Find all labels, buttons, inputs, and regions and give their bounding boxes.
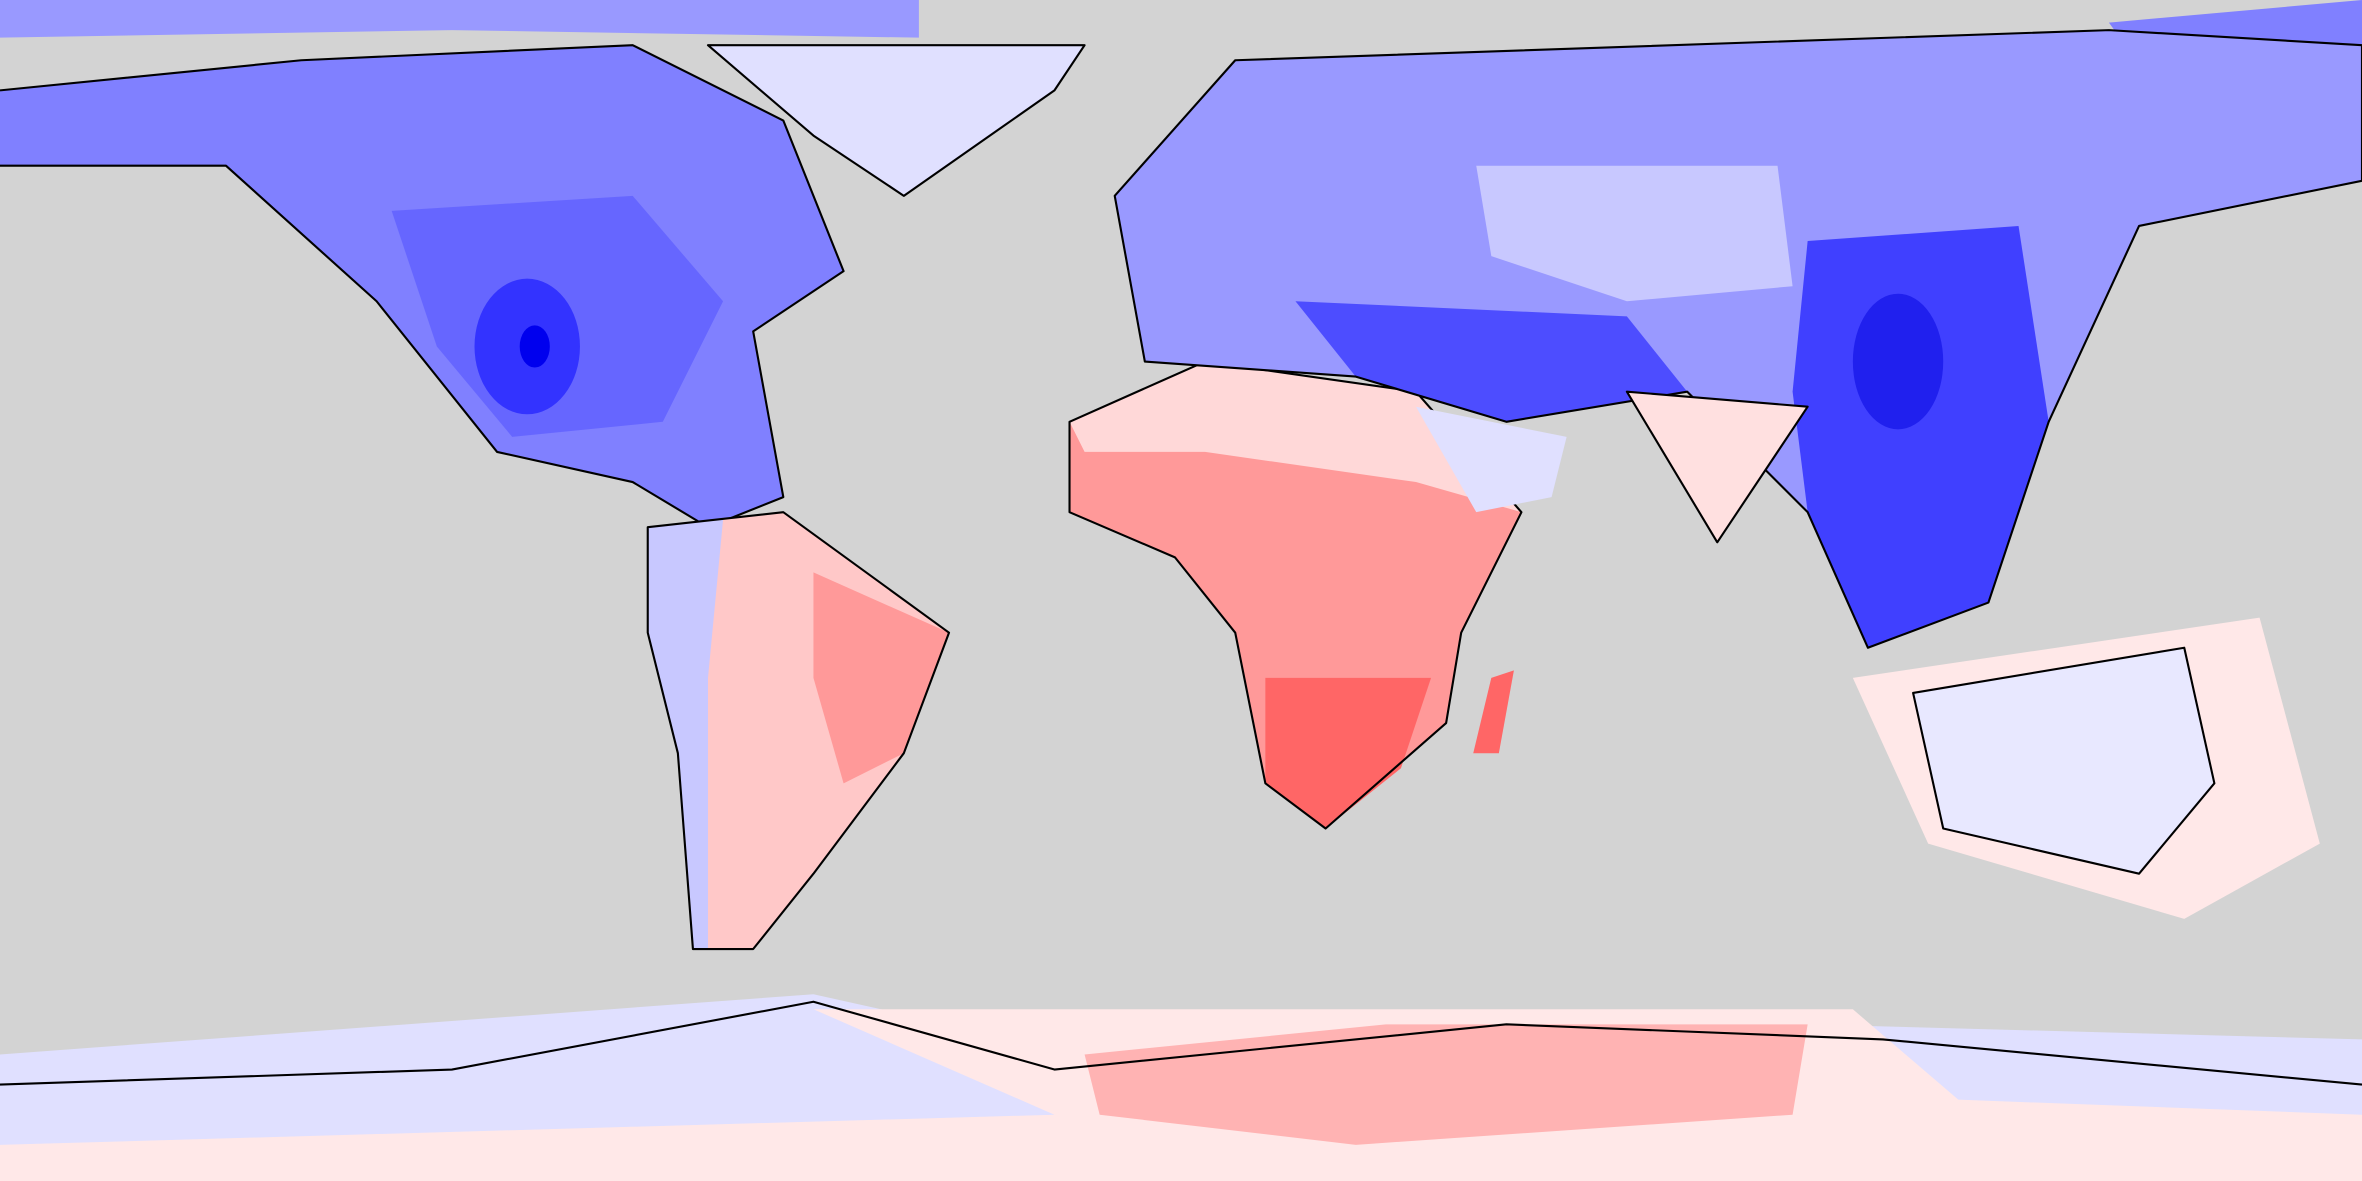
antarctica-red: [1084, 1024, 1808, 1145]
north-america-core: [519, 325, 550, 368]
coastline: [1068, 360, 1523, 830]
arabia: [1415, 406, 1567, 513]
east-asia-core: [1852, 293, 1944, 430]
coastline: [706, 44, 1086, 197]
east-asia: [1792, 225, 2049, 648]
arctic-band: [0, 0, 919, 38]
siberia-light: [1476, 165, 1793, 302]
africa-south: [1265, 677, 1432, 829]
coastline: [1912, 646, 2216, 875]
coastline: [0, 44, 845, 529]
coastline: [1113, 29, 2362, 649]
coastline: [1625, 390, 1809, 544]
australia: [1913, 647, 2215, 874]
madagascar: [1473, 670, 1514, 754]
south-america-west: [647, 519, 724, 950]
coastline: [0, 1000, 2362, 1086]
coastline: [646, 511, 951, 951]
india: [1626, 391, 1808, 543]
africa-north: [1069, 361, 1522, 513]
eurasia: [1114, 30, 2362, 648]
greenland: [707, 45, 1085, 196]
eurasia-band: [1295, 301, 1688, 422]
south-america-east: [813, 572, 950, 784]
